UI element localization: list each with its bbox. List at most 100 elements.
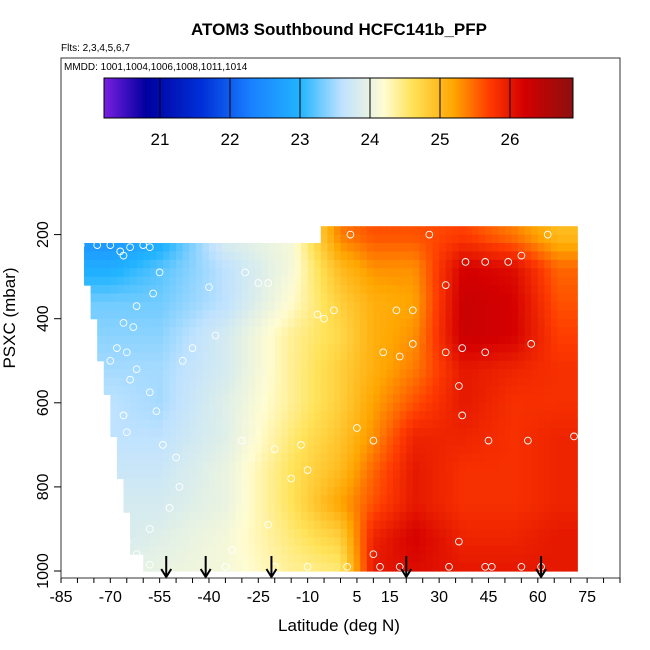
heatmap-cell: [130, 335, 138, 345]
heatmap-cell: [123, 394, 131, 404]
heatmap-cell: [255, 554, 263, 564]
heatmap-cell: [255, 251, 263, 261]
colorbar-swatch: [528, 78, 531, 118]
heatmap-cell: [445, 562, 453, 572]
heatmap-cell: [393, 226, 401, 236]
heatmap-cell: [130, 394, 138, 404]
heatmap-cell: [432, 411, 440, 421]
heatmap-cell: [169, 285, 177, 295]
colorbar-swatch: [543, 78, 547, 118]
heatmap-cell: [399, 327, 407, 337]
heatmap-cell: [412, 545, 421, 555]
colorbar-swatch: [274, 78, 277, 118]
heatmap-cell: [156, 310, 164, 320]
heatmap-cell: [465, 512, 473, 522]
heatmap-cell: [531, 310, 539, 320]
heatmap-cell: [156, 444, 164, 454]
colorbar-swatch: [356, 78, 359, 118]
heatmap-cell: [274, 528, 282, 538]
heatmap-cell: [393, 453, 401, 463]
heatmap-cell: [136, 453, 144, 463]
colorbar-swatch: [567, 78, 570, 118]
heatmap-cell: [320, 545, 328, 555]
heatmap-cell: [268, 402, 276, 412]
observation-point: [211, 331, 220, 340]
heatmap-cell: [162, 335, 171, 345]
heatmap-cell: [255, 478, 263, 488]
heatmap-cell: [116, 377, 125, 387]
heatmap-cell: [511, 243, 519, 253]
heatmap-cell: [274, 495, 282, 505]
heatmap-cell: [130, 436, 138, 446]
heatmap-cell: [452, 369, 460, 379]
heatmap-cell: [564, 436, 572, 446]
heatmap-cell: [103, 259, 111, 269]
heatmap-cell: [458, 520, 467, 530]
colorbar-swatch: [131, 78, 134, 118]
heatmap-cell: [202, 470, 210, 480]
heatmap-cell: [340, 343, 348, 353]
heatmap-cell: [143, 268, 151, 278]
heatmap-cell: [149, 554, 157, 564]
heatmap-cell: [550, 428, 559, 438]
heatmap-cell: [255, 470, 263, 480]
heatmap-cell: [412, 343, 421, 353]
heatmap-cell: [412, 394, 421, 404]
heatmap-cell: [255, 369, 263, 379]
heatmap-cell: [485, 486, 493, 496]
heatmap-cell: [557, 243, 565, 253]
heatmap-cell: [182, 385, 190, 395]
colorbar-swatch: [205, 78, 209, 118]
heatmap-cell: [340, 276, 348, 286]
heatmap-cell: [458, 285, 467, 295]
heatmap-cell: [189, 310, 197, 320]
heatmap-cell: [485, 276, 493, 286]
heatmap-cell: [550, 512, 559, 522]
heatmap-cell: [182, 352, 190, 362]
heatmap-cell: [268, 268, 276, 278]
heatmap-cell: [386, 528, 394, 538]
heatmap-cell: [327, 470, 335, 480]
heatmap-cell: [156, 360, 164, 370]
heatmap-cell: [452, 520, 460, 530]
colorbar-swatch: [279, 78, 283, 118]
heatmap-cell: [393, 318, 401, 328]
heatmap-cell: [320, 268, 328, 278]
heatmap-cell: [399, 318, 407, 328]
heatmap-cell: [485, 360, 493, 370]
heatmap-cell: [255, 453, 263, 463]
observation-point: [165, 504, 174, 512]
heatmap-cell: [130, 327, 138, 337]
heatmap-cell: [432, 318, 440, 328]
heatmap-cell: [412, 503, 421, 513]
heatmap-cell: [202, 259, 210, 269]
heatmap-cell: [393, 234, 401, 244]
heatmap-cell: [320, 327, 328, 337]
heatmap-cell: [472, 512, 480, 522]
heatmap-cell: [307, 360, 315, 370]
heatmap-cell: [406, 243, 414, 253]
heatmap-cell: [504, 285, 513, 295]
heatmap-cell: [307, 377, 315, 387]
heatmap-cell: [504, 554, 513, 564]
colorbar-swatch: [176, 78, 179, 118]
heatmap-cell: [241, 503, 250, 513]
heatmap-cell: [195, 419, 203, 429]
heatmap-cell: [195, 335, 203, 345]
colorbar-swatch: [494, 78, 498, 118]
heatmap-cell: [570, 503, 578, 513]
heatmap-cell: [195, 369, 203, 379]
heatmap-cell: [248, 251, 256, 261]
heatmap-cell: [176, 268, 184, 278]
heatmap-cell: [116, 444, 125, 454]
colorbar-swatch: [338, 78, 341, 118]
heatmap-cell: [518, 259, 526, 269]
colorbar-swatch: [324, 78, 328, 118]
heatmap-cell: [360, 251, 368, 261]
heatmap-cell: [353, 512, 361, 522]
heatmap-cell: [353, 419, 361, 429]
heatmap-cell: [406, 360, 414, 370]
heatmap-cell: [465, 520, 473, 530]
heatmap-cell: [169, 394, 177, 404]
heatmap-cell: [504, 444, 513, 454]
